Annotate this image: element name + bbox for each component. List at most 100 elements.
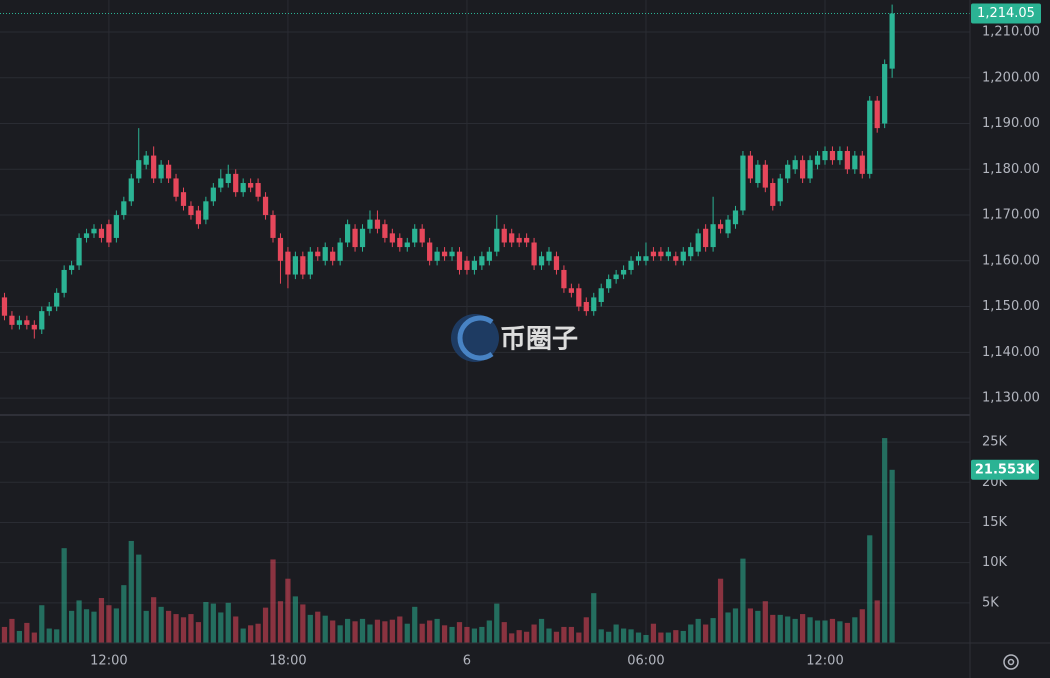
candle-body xyxy=(852,155,858,170)
candle-body xyxy=(628,260,634,270)
volume-bar xyxy=(538,618,545,643)
candle-body xyxy=(553,256,560,270)
volume-bar xyxy=(54,629,60,643)
candle-body xyxy=(650,251,657,257)
volume-bar xyxy=(553,631,560,643)
candle-body xyxy=(583,301,589,312)
volume-bar xyxy=(68,610,75,643)
candle-body xyxy=(479,256,485,266)
candle-body xyxy=(203,201,209,220)
volume-bar xyxy=(374,619,381,643)
volume-bar xyxy=(568,626,574,643)
volume-bar xyxy=(456,622,463,643)
candle-body xyxy=(180,192,187,206)
candle-body xyxy=(441,251,448,257)
watermark: 币圈子 xyxy=(451,314,578,362)
volume-bar xyxy=(583,617,589,643)
volume-bar xyxy=(524,631,530,643)
candle-body xyxy=(770,183,776,206)
volume-tick-label: 25K xyxy=(982,435,1008,450)
candle-body xyxy=(673,256,679,261)
volume-bar xyxy=(113,608,119,643)
candle-body xyxy=(874,100,880,129)
candle-body xyxy=(531,242,537,266)
plot-layer: 12:00 18:00 6 06:00 12:00 1,130.00 1,140.00 1,1… xyxy=(0,0,1041,669)
y-tick-label: 1,160.00 xyxy=(982,253,1040,268)
candle-body xyxy=(352,228,358,248)
volume-tick-label: 5K xyxy=(982,595,999,610)
volume-bar xyxy=(404,623,410,643)
settings-icon-core[interactable] xyxy=(1007,658,1015,666)
last-volume-tag xyxy=(971,459,1039,480)
volume-bar xyxy=(613,624,619,643)
candle-body xyxy=(16,320,23,325)
candle-body xyxy=(509,233,515,243)
candle-body xyxy=(598,288,604,302)
candle-body xyxy=(24,320,30,325)
volume-bar xyxy=(643,634,649,643)
x-tick-label: 06:00 xyxy=(627,654,664,669)
y-tick-label: 1,190.00 xyxy=(982,116,1040,131)
candle-body xyxy=(91,228,97,234)
watermark-logo-arc xyxy=(457,315,494,361)
candle-body xyxy=(337,242,343,261)
volume-bar xyxy=(121,585,127,643)
candle-body xyxy=(524,237,530,243)
volume-bar xyxy=(471,628,478,643)
volume-bar xyxy=(158,606,164,643)
volume-bar xyxy=(225,602,231,643)
volume-bar xyxy=(598,629,604,643)
volume-bar xyxy=(859,609,865,643)
volume-bar xyxy=(516,630,522,643)
x-tick-label: 12:00 xyxy=(806,654,843,669)
candle-body xyxy=(412,228,418,243)
volume-bar xyxy=(300,604,306,643)
volume-bar xyxy=(16,630,23,643)
volume-bar xyxy=(576,632,582,643)
volume-bar xyxy=(98,597,105,643)
volume-bar xyxy=(441,625,448,643)
volume-bar xyxy=(628,629,634,643)
volume-bar xyxy=(561,626,567,643)
candle-body xyxy=(240,183,246,193)
volume-bar xyxy=(382,621,388,643)
candle-body xyxy=(54,292,60,307)
volume-bar xyxy=(591,593,597,643)
candle-body xyxy=(61,269,67,293)
candle-body xyxy=(359,228,366,248)
candle-body xyxy=(397,237,403,248)
candle-body xyxy=(1,297,8,316)
settings-icon[interactable] xyxy=(1003,654,1019,670)
candle-body xyxy=(538,256,545,266)
volume-bar xyxy=(717,578,724,643)
candle-body xyxy=(136,160,142,179)
volume-bar xyxy=(449,626,455,643)
volume-bar xyxy=(277,601,284,643)
candle-body xyxy=(344,224,351,243)
candle-body xyxy=(844,150,850,170)
candle-body xyxy=(606,279,612,289)
volume-bar xyxy=(188,614,194,643)
volume-bar xyxy=(419,623,425,643)
volume-bar xyxy=(800,614,806,643)
volume-bar xyxy=(635,632,642,643)
candle-body xyxy=(613,274,619,280)
candle-body xyxy=(837,150,843,161)
x-tick-label: 6 xyxy=(463,654,471,669)
volume-bar xyxy=(777,614,783,643)
candle-body xyxy=(710,224,716,248)
candle-body xyxy=(814,155,821,165)
candle-body xyxy=(76,237,82,266)
candle-body xyxy=(151,155,157,179)
candle-body xyxy=(471,260,478,270)
candle-body xyxy=(233,173,239,193)
volume-bar xyxy=(434,618,440,643)
volume-bar xyxy=(882,438,888,643)
candle-body xyxy=(367,219,373,229)
settings-icon-ring[interactable] xyxy=(1003,654,1019,670)
volume-bar xyxy=(91,611,97,643)
volume-bar xyxy=(464,626,470,643)
x-tick-label: 18:00 xyxy=(269,654,306,669)
volume-bar xyxy=(509,633,515,643)
